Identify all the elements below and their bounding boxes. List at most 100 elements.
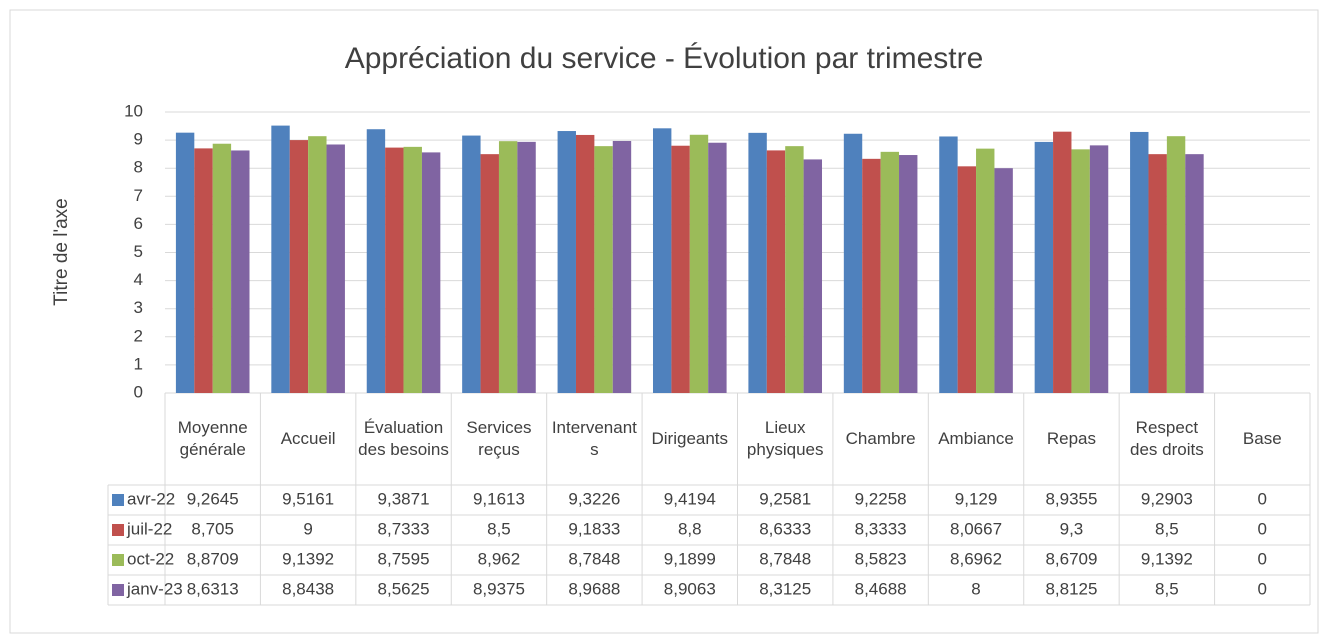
table-value: 9,1392 (282, 549, 334, 568)
bar (899, 155, 918, 393)
y-tick-label: 9 (134, 130, 143, 149)
bar (231, 150, 250, 393)
table-value: 8,6962 (950, 549, 1002, 568)
y-tick-label: 4 (134, 270, 143, 289)
category-label: Dirigeants (651, 429, 729, 448)
table-value: 9,129 (955, 489, 998, 508)
category-label: Base (1242, 429, 1282, 448)
table-value: 8,705 (191, 519, 234, 538)
bar (1089, 145, 1109, 393)
y-tick-label: 1 (134, 354, 143, 373)
bar (748, 132, 767, 393)
table-value: 8,7595 (378, 549, 430, 568)
table-value: 9,1613 (473, 489, 525, 508)
table-value: 8,5 (1155, 579, 1179, 598)
table-value: 9,3 (1060, 519, 1084, 538)
bar (957, 166, 977, 393)
bar (803, 159, 823, 393)
bar (939, 136, 958, 393)
bar (289, 140, 309, 393)
bar (1185, 154, 1204, 393)
bar (308, 136, 327, 393)
table-value: 8,7333 (378, 519, 430, 538)
table-value: 9,2645 (187, 489, 239, 508)
table-value: 8,3333 (855, 519, 907, 538)
table-value: 9,1833 (568, 519, 620, 538)
table-value: 8,8438 (282, 579, 334, 598)
table-value: 8,5625 (378, 579, 430, 598)
legend-label: juil-22 (126, 519, 172, 538)
bar (517, 141, 536, 393)
legend-key (112, 494, 124, 506)
table-value: 9,2581 (759, 489, 811, 508)
bar (594, 146, 613, 393)
legend-label: avr-22 (127, 489, 175, 508)
table-value: 9,1899 (664, 549, 716, 568)
bar (1166, 136, 1186, 393)
table-value: 8,9355 (1045, 489, 1097, 508)
table-value: 8,8125 (1045, 579, 1097, 598)
y-tick-label: 6 (134, 214, 143, 233)
legend-key (112, 524, 124, 536)
bar (880, 151, 900, 393)
category-label: Évaluation des besoins (358, 418, 449, 459)
table-value: 9,5161 (282, 489, 334, 508)
table-value: 8,4688 (855, 579, 907, 598)
bar (385, 147, 404, 393)
legend-label: oct-22 (127, 549, 174, 568)
category-label: Accueil (280, 429, 336, 448)
bar (175, 132, 195, 394)
table-value: 9,4194 (664, 489, 716, 508)
table-value: 8,8709 (187, 549, 239, 568)
bar (785, 146, 804, 393)
bar (271, 125, 290, 393)
table-value: 8,6333 (759, 519, 811, 538)
category-label: Intervenants (551, 418, 637, 459)
table-value: 8,8 (678, 519, 702, 538)
bar (557, 131, 576, 393)
bar (843, 133, 863, 394)
table-value: 9,3871 (378, 489, 430, 508)
y-tick-label: 10 (124, 101, 143, 120)
bar (994, 168, 1013, 393)
bar (575, 134, 595, 393)
table-value: 8,3125 (759, 579, 811, 598)
y-tick-label: 2 (134, 326, 143, 345)
bar (708, 142, 727, 393)
table-value: 8,6313 (187, 579, 239, 598)
category-label: Services reçus (466, 418, 532, 459)
bar (421, 152, 441, 393)
y-tick-label: 7 (134, 186, 143, 205)
legend-label: janv-23 (126, 579, 183, 598)
bar (1034, 141, 1054, 393)
bar (498, 141, 518, 393)
table-value: 8,0667 (950, 519, 1002, 538)
table-value: 8,5823 (855, 549, 907, 568)
y-tick-label: 3 (134, 298, 143, 317)
table-value: 9,2258 (855, 489, 907, 508)
bar (403, 146, 422, 393)
bar (652, 128, 672, 393)
y-axis-title: Titre de l'axe (51, 198, 72, 305)
bar (1130, 131, 1149, 393)
bar (1053, 131, 1072, 394)
category-label: Repas (1046, 429, 1097, 448)
category-label: Moyenne générale (177, 418, 248, 459)
legend-key (112, 554, 124, 566)
table-value: 8,9375 (473, 579, 525, 598)
bar (1071, 149, 1090, 393)
table-value: 8,5 (487, 519, 511, 538)
table-value: 9,1392 (1141, 549, 1193, 568)
bar (671, 145, 690, 393)
table-value: 8,9063 (664, 579, 716, 598)
table-value: 8,9688 (568, 579, 620, 598)
bar (194, 148, 213, 393)
y-tick-label: 0 (134, 382, 143, 401)
category-label: Respect des droits (1130, 418, 1204, 459)
chart-title: Appréciation du service - Évolution par … (345, 42, 984, 75)
table-value: 8,7848 (568, 549, 620, 568)
bar (862, 158, 881, 393)
table-value: 0 (1258, 549, 1267, 568)
bar (976, 148, 995, 393)
